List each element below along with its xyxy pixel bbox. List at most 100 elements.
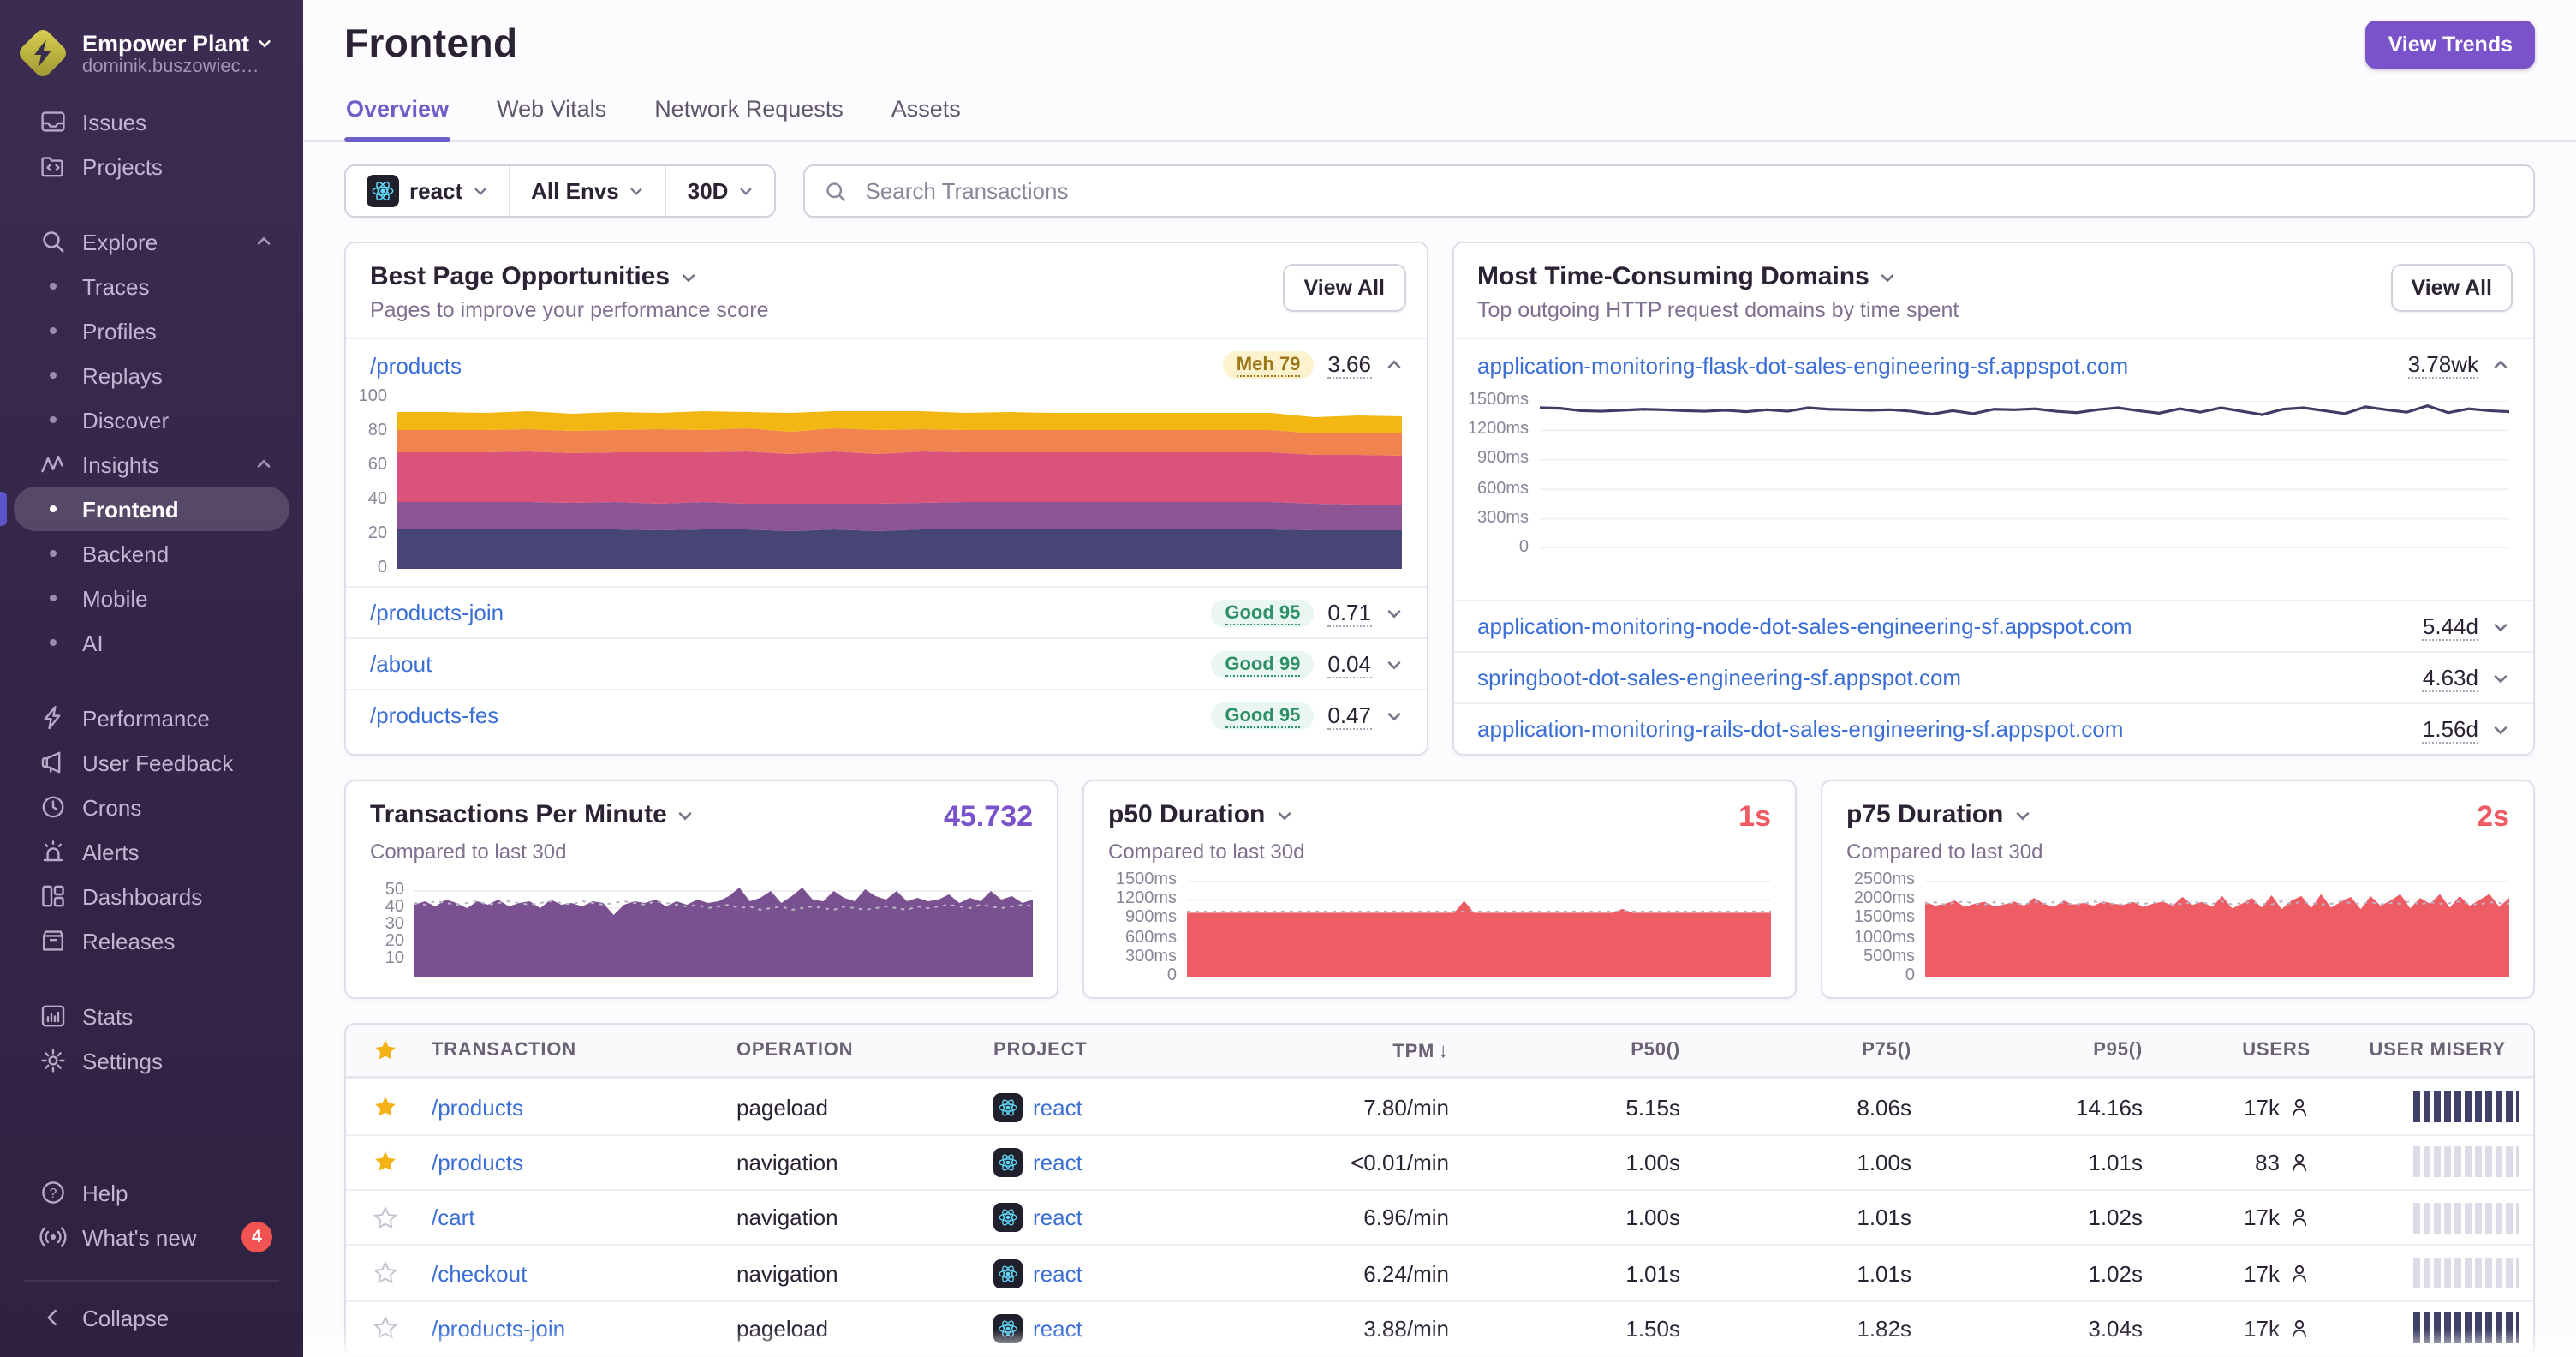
transaction-link[interactable]: /products: [370, 352, 462, 378]
transaction-link[interactable]: /products: [432, 1094, 523, 1121]
col-p50[interactable]: P50(): [1463, 1040, 1694, 1061]
sidebar-item-user-feedback[interactable]: User Feedback: [14, 740, 289, 785]
environment-filter[interactable]: All Envs: [509, 166, 665, 216]
sidebar-item-releases[interactable]: Releases: [14, 918, 289, 963]
star-toggle[interactable]: [346, 1205, 418, 1229]
table-row[interactable]: /cart navigation react 6.96/min 1.00s 1.…: [346, 1189, 2533, 1245]
table-row[interactable]: /products-join pageload react 3.88/min 1…: [346, 1300, 2533, 1355]
domain-link[interactable]: application-monitoring-rails-dot-sales-e…: [1477, 716, 2124, 742]
domain-link[interactable]: springboot-dot-sales-engineering-sf.apps…: [1477, 665, 1962, 690]
sidebar-item-backend[interactable]: Backend: [14, 531, 289, 576]
chevron-down-icon[interactable]: [2013, 806, 2030, 823]
project-filter[interactable]: react: [346, 166, 509, 216]
sidebar-item-mobile[interactable]: Mobile: [14, 576, 289, 620]
search-transactions-input[interactable]: [862, 176, 2514, 206]
project-link[interactable]: react: [1033, 1094, 1082, 1121]
sidebar-group-explore[interactable]: Explore: [14, 219, 289, 264]
sidebar-item-stats[interactable]: Stats: [14, 994, 289, 1038]
transaction-link[interactable]: /products-join: [370, 600, 504, 625]
star-toggle[interactable]: [346, 1316, 418, 1341]
org-switcher[interactable]: Empower Plant dominik.buszowiec…: [0, 17, 303, 99]
expand-row-icon[interactable]: [1385, 707, 1402, 724]
collapse-row-icon[interactable]: [2492, 356, 2509, 374]
star-toggle[interactable]: [346, 1095, 418, 1119]
sidebar-item-whats-new[interactable]: What's new 4: [14, 1215, 289, 1259]
view-all-pages-button[interactable]: View All: [1283, 264, 1405, 312]
page-row-about[interactable]: /about Good 99 0.04: [346, 637, 1426, 689]
domain-row-rails[interactable]: application-monitoring-rails-dot-sales-e…: [1453, 702, 2533, 754]
sidebar-item-replays[interactable]: Replays: [14, 353, 289, 398]
sidebar-item-dashboards[interactable]: Dashboards: [14, 874, 289, 918]
page-row-products-join[interactable]: /products-join Good 95 0.71: [346, 586, 1426, 637]
project-link[interactable]: react: [1033, 1315, 1082, 1342]
expand-row-icon[interactable]: [2492, 669, 2509, 686]
table-row[interactable]: /checkout navigation react 6.24/min 1.01…: [346, 1244, 2533, 1300]
sidebar-item-discover[interactable]: Discover: [14, 398, 289, 442]
tab-network-requests[interactable]: Network Requests: [654, 96, 844, 122]
user-misery-cell: [2324, 1258, 2533, 1288]
col-user-misery[interactable]: User Misery: [2324, 1040, 2533, 1061]
sidebar-item-help[interactable]: ? Help: [14, 1170, 289, 1215]
page-row-products[interactable]: /products Meh 79 3.66: [346, 339, 1426, 391]
domain-row-springboot[interactable]: springboot-dot-sales-engineering-sf.apps…: [1453, 651, 2533, 702]
transaction-link[interactable]: /products-join: [432, 1315, 566, 1342]
date-range-filter[interactable]: 30D: [665, 166, 775, 216]
page-row-products-fes[interactable]: /products-fes Good 95 0.47: [346, 689, 1426, 740]
star-toggle[interactable]: [346, 1261, 418, 1285]
star-column-header[interactable]: [346, 1038, 418, 1062]
col-p95[interactable]: P95(): [1925, 1040, 2156, 1061]
col-tpm[interactable]: TPM ↓: [1392, 1038, 1449, 1063]
view-trends-button[interactable]: View Trends: [2365, 21, 2535, 69]
sidebar-item-settings[interactable]: Settings: [14, 1038, 289, 1083]
expand-row-icon[interactable]: [2492, 618, 2509, 635]
domain-row-node[interactable]: application-monitoring-node-dot-sales-en…: [1453, 600, 2533, 651]
sidebar-item-performance[interactable]: Performance: [14, 696, 289, 740]
chevron-down-icon[interactable]: [1880, 268, 1897, 285]
collapse-row-icon[interactable]: [1385, 356, 1402, 374]
sidebar-collapse-button[interactable]: Collapse: [14, 1295, 289, 1340]
transaction-link[interactable]: /products: [432, 1149, 523, 1175]
project-link[interactable]: react: [1033, 1149, 1082, 1175]
y-axis-labels: 1500ms 1200ms 900ms 600ms 300ms 0: [1115, 870, 1177, 985]
star-toggle[interactable]: [346, 1151, 418, 1175]
expand-row-icon[interactable]: [2492, 720, 2509, 738]
chevron-down-icon[interactable]: [677, 806, 695, 823]
transaction-link[interactable]: /products-fes: [370, 702, 499, 728]
card-title: Best Page Opportunities: [370, 262, 671, 291]
col-users[interactable]: Users: [2242, 1040, 2311, 1061]
domain-link[interactable]: application-monitoring-flask-dot-sales-e…: [1477, 352, 2129, 378]
table-row[interactable]: /products pageload react 7.80/min 5.15s …: [346, 1078, 2533, 1134]
sort-desc-icon: ↓: [1438, 1038, 1449, 1063]
domain-row-flask[interactable]: application-monitoring-flask-dot-sales-e…: [1453, 339, 2533, 391]
sidebar-item-crons[interactable]: Crons: [14, 785, 289, 829]
sidebar-item-alerts[interactable]: Alerts: [14, 829, 289, 874]
transaction-link[interactable]: /cart: [432, 1205, 475, 1231]
tab-overview[interactable]: Overview: [344, 96, 451, 142]
users-cell: 17k: [2156, 1316, 2324, 1342]
project-link[interactable]: react: [1033, 1205, 1082, 1231]
col-operation[interactable]: Operation: [736, 1040, 854, 1061]
sidebar-item-ai[interactable]: AI: [14, 620, 289, 665]
sidebar-item-frontend[interactable]: Frontend: [0, 487, 289, 531]
table-row[interactable]: /products navigation react <0.01/min 1.0…: [346, 1133, 2533, 1189]
metric-value: 2s: [2477, 800, 2509, 833]
sidebar-item-issues[interactable]: Issues: [14, 99, 289, 144]
project-link[interactable]: react: [1033, 1260, 1082, 1286]
sidebar-item-projects[interactable]: Projects: [14, 144, 289, 188]
sidebar-group-insights[interactable]: Insights: [14, 442, 289, 487]
tab-assets[interactable]: Assets: [891, 96, 961, 122]
expand-row-icon[interactable]: [1385, 655, 1402, 673]
sidebar-item-traces[interactable]: Traces: [14, 264, 289, 308]
col-project[interactable]: Project: [993, 1040, 1088, 1061]
chevron-down-icon[interactable]: [680, 268, 697, 285]
transaction-link[interactable]: /about: [370, 651, 432, 677]
domain-link[interactable]: application-monitoring-node-dot-sales-en…: [1477, 613, 2132, 639]
chevron-down-icon[interactable]: [1275, 806, 1292, 823]
expand-row-icon[interactable]: [1385, 604, 1402, 621]
col-transaction[interactable]: Transaction: [432, 1040, 576, 1061]
tab-web-vitals[interactable]: Web Vitals: [497, 96, 607, 122]
view-all-domains-button[interactable]: View All: [2390, 264, 2513, 312]
transaction-link[interactable]: /checkout: [432, 1260, 528, 1286]
sidebar-item-profiles[interactable]: Profiles: [14, 308, 289, 353]
col-p75[interactable]: P75(): [1694, 1040, 1925, 1061]
